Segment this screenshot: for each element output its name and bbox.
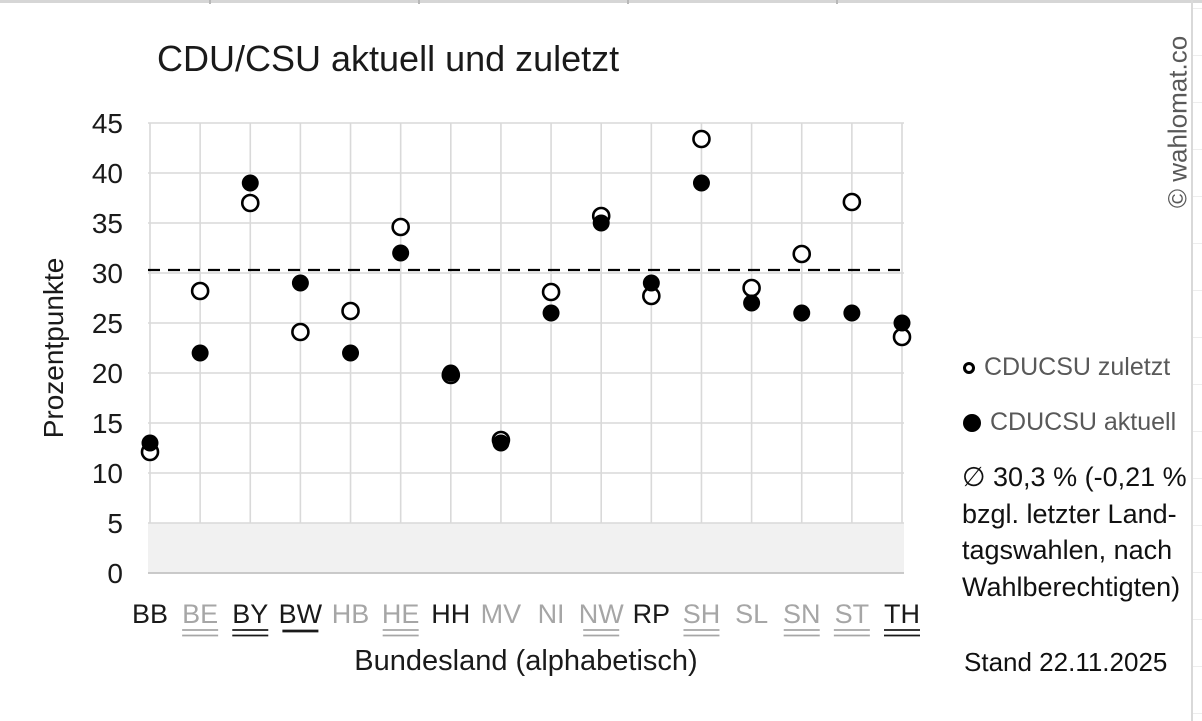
point-zuletzt [692, 129, 711, 149]
mean-annotation: ∅ 30,3 % (-0,21 % bzgl. letzter Land- ta… [962, 459, 1187, 605]
point-zuletzt [341, 301, 360, 321]
x-category-label: HB [332, 599, 370, 629]
point-zuletzt [742, 278, 761, 298]
sheet-row-tick [1193, 196, 1202, 197]
y-tick-label: 5 [107, 508, 123, 539]
point-zuletzt [391, 217, 410, 237]
sheet-column-tick [418, 0, 420, 4]
point-aktuell [843, 304, 861, 322]
sheet-row-tick [1193, 8, 1202, 9]
watermark: © wahlomat.co [1162, 35, 1193, 209]
data-date: Stand 22.11.2025 [964, 647, 1168, 677]
point-aktuell [642, 274, 660, 292]
sheet-row-tick [1193, 384, 1202, 385]
y-tick-label: 0 [107, 558, 123, 589]
x-category-label: SH [683, 599, 721, 629]
annotation-line: ∅ 30,3 % (-0,21 % [962, 462, 1187, 492]
point-zuletzt [190, 281, 210, 301]
sheet-row-tick [1193, 243, 1202, 244]
sheet-row-tick [1193, 55, 1202, 56]
point-aktuell [442, 364, 460, 382]
point-zuletzt [541, 282, 561, 302]
y-tick-label: 40 [92, 158, 123, 189]
x-category-label: TH [884, 599, 920, 629]
point-aktuell [542, 304, 560, 322]
point-zuletzt [842, 192, 862, 212]
point-aktuell [592, 214, 610, 232]
sheet-row-tick [1193, 478, 1202, 479]
y-tick-label: 10 [92, 458, 123, 489]
sheet-row-tick [1193, 149, 1202, 150]
x-category-label: MV [481, 599, 522, 629]
legend-item-zuletzt: CDUCSU zuletzt [963, 353, 1170, 382]
y-tick-label: 30 [92, 258, 123, 289]
point-aktuell [141, 434, 159, 452]
open-circle-marker-icon [963, 361, 975, 374]
sheet-column-tick [627, 0, 629, 4]
point-aktuell [692, 174, 710, 192]
sheet-row-tick [1193, 713, 1202, 714]
x-category-label: HE [382, 599, 420, 629]
legend-label-aktuell: CDUCSU aktuell [990, 408, 1177, 436]
point-aktuell [893, 314, 911, 332]
sheet-column-tick [209, 0, 211, 4]
x-category-label: HH [431, 599, 470, 629]
annotation-line: bzgl. letzter Land- [962, 498, 1177, 529]
x-category-label: BE [182, 599, 218, 629]
sheet-row-tick [1193, 102, 1202, 103]
y-axis-title: Prozentpunkte [38, 258, 69, 439]
sheet-row-tick [1193, 525, 1202, 526]
point-aktuell [291, 274, 309, 292]
sheet-column-tick [836, 0, 838, 4]
x-category-label: NI [538, 599, 565, 629]
y-tick-label: 25 [92, 308, 123, 339]
sheet-row-tick [1193, 337, 1202, 338]
point-zuletzt [291, 322, 310, 342]
annotation-line: tagswahlen, nach [962, 535, 1173, 565]
point-aktuell [492, 434, 510, 452]
shaded-band [148, 523, 904, 573]
x-category-label: ST [835, 599, 870, 629]
sheet-row-tick [1193, 619, 1202, 620]
y-tick-label: 15 [92, 408, 123, 439]
sheet-row-tick [1193, 666, 1202, 667]
point-aktuell [392, 244, 410, 262]
sheet-row-tick [1193, 572, 1202, 573]
y-tick-label: 45 [92, 108, 123, 139]
annotation-line: Wahlberechtigten) [962, 571, 1181, 602]
x-category-label: BB [132, 599, 168, 629]
x-category-label: SN [783, 599, 821, 629]
sheet-row-tick [1193, 431, 1202, 432]
x-category-label: NW [579, 599, 624, 629]
legend-label-zuletzt: CDUCSU zuletzt [984, 353, 1171, 381]
point-zuletzt [792, 244, 812, 264]
sheet-row-tick [1193, 290, 1202, 291]
x-category-label: SL [735, 599, 768, 629]
x-axis-title: Bundesland (alphabetisch) [354, 645, 697, 677]
point-aktuell [342, 344, 360, 362]
legend-item-aktuell: CDUCSU aktuell [963, 408, 1176, 437]
y-tick-label: 20 [92, 358, 123, 389]
filled-circle-marker-icon [963, 413, 981, 432]
point-zuletzt [240, 193, 260, 213]
point-aktuell [793, 304, 811, 322]
y-tick-label: 35 [92, 208, 123, 239]
x-category-label: BW [279, 599, 323, 629]
point-aktuell [241, 174, 259, 192]
point-aktuell [191, 344, 209, 362]
sheet-top-gridline [0, 0, 1202, 3]
chart-title: CDU/CSU aktuell und zuletzt [157, 38, 620, 79]
sheet-right-gridline [1191, 0, 1193, 721]
x-category-label: RP [633, 599, 671, 629]
point-aktuell [743, 294, 761, 312]
x-category-label: BY [232, 599, 268, 629]
